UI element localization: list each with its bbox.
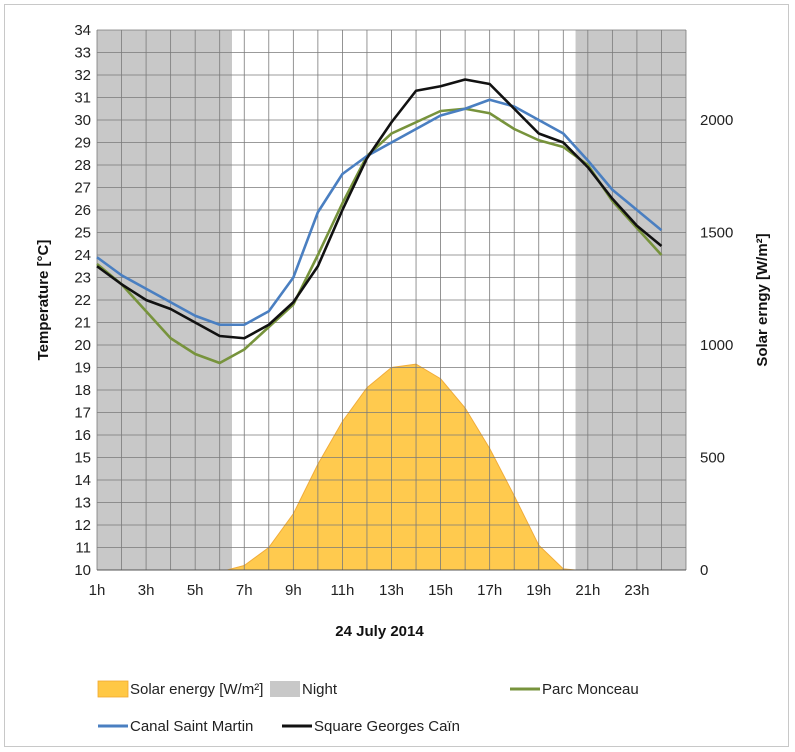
series-line-canal-saint-martin: [96, 98, 663, 327]
x-tick-label: 9h: [285, 582, 302, 599]
y-tick-label: 14: [74, 472, 91, 489]
legend-swatch: [97, 680, 129, 698]
x-tick-label: 7h: [236, 582, 253, 599]
x-tick-label: 1h: [89, 582, 106, 599]
legend-item-0: Solar energy [W/m²]: [97, 680, 263, 698]
y-tick-label: 12: [74, 517, 91, 534]
y-tick-label: 16: [74, 427, 91, 444]
legend-label: Canal Saint Martin: [130, 718, 253, 735]
y2-tick-label: 0: [700, 562, 708, 579]
legend-item-3: Canal Saint Martin: [98, 718, 253, 735]
axes: 10 11 12 13 14 15 16 17 18 19 20 21 22 23 24 25 26 27 28 29…: [74, 22, 733, 599]
y-tick-label: 17: [74, 405, 91, 422]
legend-label: Solar energy [W/m²]: [130, 681, 263, 698]
x-tick-label: 11h: [330, 582, 354, 599]
y2-tick-label: 1500: [700, 225, 733, 242]
x-tick-label: 3h: [138, 582, 155, 599]
y-tick-label: 21: [74, 315, 91, 332]
x-tick-label: 13h: [379, 582, 404, 599]
x-tick-label: 21h: [575, 582, 600, 599]
y2-tick-label: 500: [700, 450, 725, 467]
y-tick-label: 23: [74, 270, 91, 287]
legend-label: Night: [302, 681, 338, 698]
legend-label: Square Georges Caïn: [314, 718, 460, 735]
x-tick-label: 17h: [477, 582, 502, 599]
y-tick-label: 22: [74, 292, 91, 309]
legend-label: Parc Monceau: [542, 681, 639, 698]
x-axis-title: 24 July 2014: [335, 623, 424, 640]
series-line-parc-monceau: [96, 107, 663, 365]
y-tick-label: 31: [74, 90, 91, 107]
y-tick-label: 32: [74, 67, 91, 84]
y-tick-label: 19: [74, 360, 91, 377]
y-tick-label: 26: [74, 202, 91, 219]
legend-swatch: [270, 681, 300, 697]
y2-tick-label: 1000: [700, 337, 733, 354]
legend-item-4: Square Georges Caïn: [282, 718, 460, 735]
y-tick-label: 11: [75, 540, 91, 557]
y-tick-label: 15: [74, 450, 91, 467]
y-tick-label: 20: [74, 337, 91, 354]
y-tick-label: 33: [74, 45, 91, 62]
x-tick-label: 23h: [624, 582, 649, 599]
y2-tick-label: 2000: [700, 112, 733, 129]
x-tick-label: 15h: [428, 582, 453, 599]
y-tick-label: 18: [74, 382, 91, 399]
x-tick-label: 5h: [187, 582, 204, 599]
y-axis-title: Temperature [°C]: [35, 240, 52, 361]
legend-item-1: Night: [270, 681, 338, 698]
solar-energy-area: [226, 363, 576, 571]
y-tick-label: 24: [74, 247, 91, 264]
y-tick-label: 13: [74, 495, 91, 512]
y-tick-label: 29: [74, 135, 91, 152]
legend-item-2: Parc Monceau: [510, 681, 639, 698]
y-tick-label: 10: [74, 562, 91, 579]
x-tick-label: 19h: [526, 582, 551, 599]
series-line-square-georges-ca-n: [96, 78, 663, 340]
temperature-lines: [96, 78, 663, 365]
y-tick-label: 25: [74, 225, 91, 242]
solar-area-layer: [226, 363, 576, 571]
y-tick-label: 34: [74, 22, 91, 39]
y-tick-label: 28: [74, 157, 91, 174]
y2-axis-title: Solar erngy [W/m²]: [754, 233, 771, 366]
y-tick-label: 30: [74, 112, 91, 129]
y-tick-label: 27: [74, 180, 91, 197]
legend: Solar energy [W/m²] Night Parc Monceau Cana…: [97, 680, 639, 735]
